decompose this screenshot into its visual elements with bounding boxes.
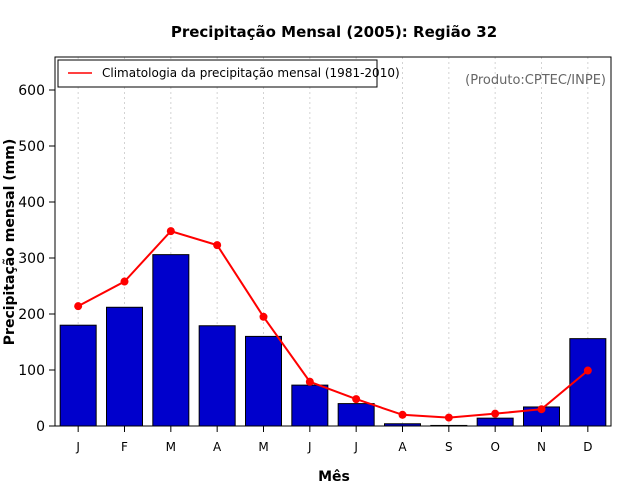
x-axis-label: Mês	[318, 469, 350, 485]
y-tick-label: 600	[18, 83, 45, 99]
line-point	[259, 312, 268, 321]
x-tick-label: N	[537, 440, 546, 454]
y-tick-label: 200	[18, 307, 45, 323]
legend: Climatologia da precipitação mensal (198…	[57, 59, 400, 88]
plot-frame	[54, 56, 612, 427]
x-tick-label: S	[445, 440, 453, 454]
line-point	[444, 413, 453, 422]
bar	[291, 384, 329, 427]
bar	[152, 254, 190, 427]
x-tick-label: A	[213, 440, 222, 454]
y-axis: 0 100 200 300 400 500 600	[18, 83, 55, 435]
x-tick-label: M	[166, 440, 176, 454]
y-axis-label: Precipitação mensal (mm)	[2, 139, 18, 345]
line-point	[537, 405, 546, 414]
legend-label: Climatologia da precipitação mensal (198…	[102, 66, 400, 80]
line-point	[213, 241, 222, 250]
line-point	[583, 366, 592, 375]
chart-title: Precipitação Mensal (2005): Região 32	[171, 23, 497, 41]
y-tick-label: 400	[18, 195, 45, 211]
y-tick-label: 0	[36, 419, 45, 435]
x-tick-label: O	[490, 440, 499, 454]
credit-annotation: (Produto:CPTEC/INPE)	[465, 73, 606, 88]
bar	[106, 306, 143, 427]
x-tick-label: D	[583, 440, 592, 454]
grid	[77, 57, 589, 426]
y-tick-label: 300	[18, 251, 45, 267]
y-tick-label: 100	[18, 363, 45, 379]
series-line	[77, 229, 589, 419]
line-point	[398, 410, 407, 419]
y-tick-label: 500	[18, 139, 45, 155]
bars	[59, 254, 607, 427]
line-point	[352, 395, 361, 404]
x-tick-label: M	[258, 440, 268, 454]
bar	[337, 403, 375, 427]
bar	[476, 417, 514, 427]
x-tick-label: F	[121, 440, 128, 454]
climatology-line	[74, 227, 592, 422]
line-point	[305, 377, 314, 386]
x-tick-label: J	[353, 440, 358, 454]
bar	[245, 335, 282, 427]
legend-box	[57, 59, 378, 88]
line-point	[74, 302, 83, 311]
x-tick-label: J	[75, 440, 80, 454]
line-point	[120, 277, 129, 286]
line-point	[166, 227, 175, 236]
bar	[59, 324, 97, 427]
line-point	[491, 409, 500, 418]
bar	[569, 338, 607, 427]
bar	[198, 325, 236, 427]
x-tick-label: A	[398, 440, 407, 454]
x-tick-label: J	[307, 440, 312, 454]
